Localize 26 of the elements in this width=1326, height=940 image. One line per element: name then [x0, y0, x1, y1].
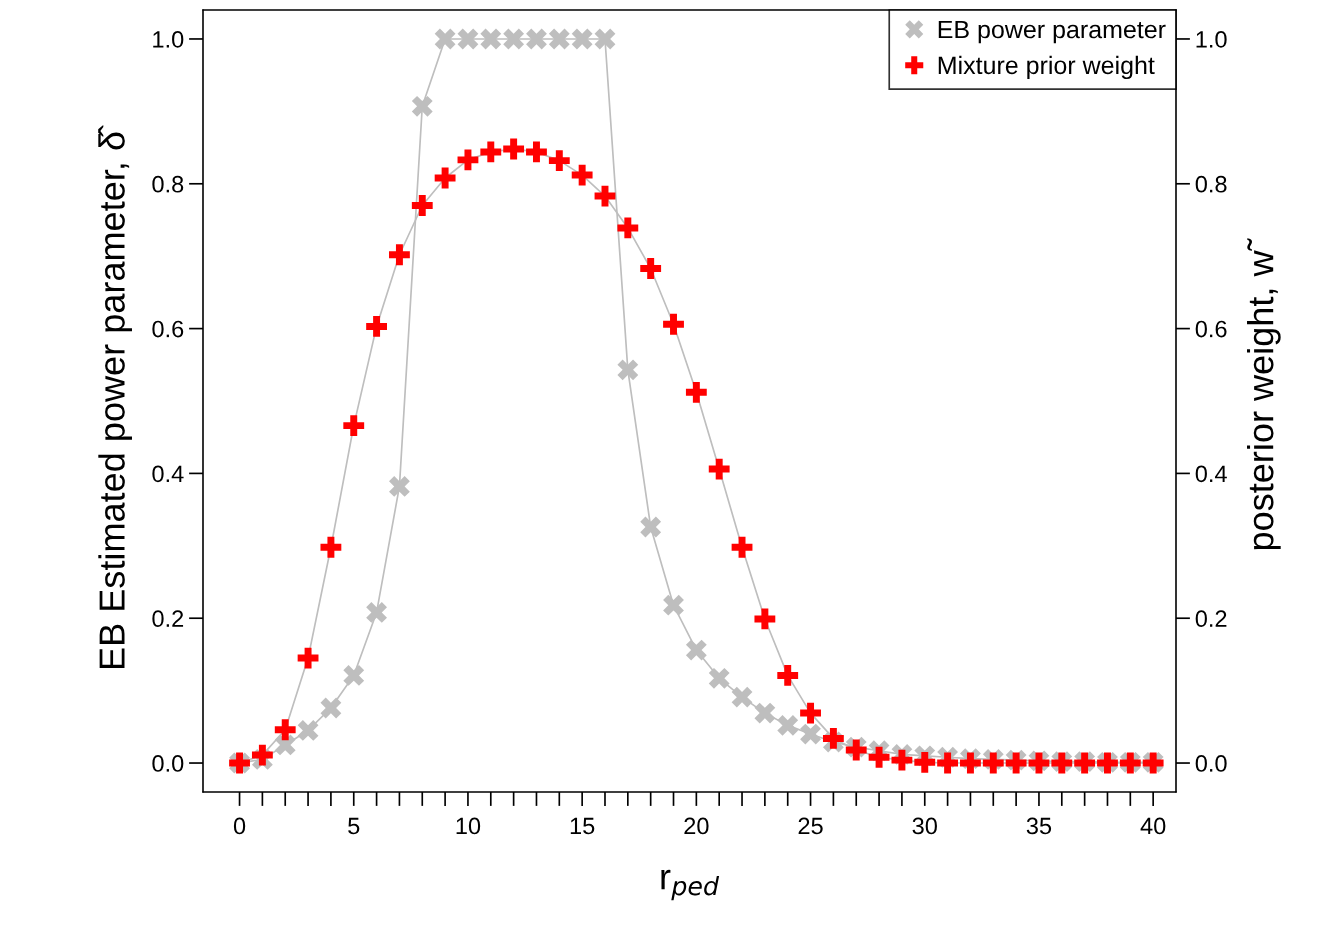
- y2-tick-label: 0.4: [1195, 465, 1227, 483]
- y2-axis-title: posterior weight, w̃: [1247, 238, 1281, 550]
- x-tick-label: 35: [1026, 817, 1052, 835]
- y2-tick-label: 1.0: [1196, 31, 1227, 48]
- x-tick-label: 25: [798, 817, 823, 835]
- x-tick-label: 20: [684, 817, 709, 835]
- y2-tick-label: 0.0: [1195, 755, 1227, 772]
- legend-label: EB power parameter: [938, 20, 1166, 44]
- x-tick-label: 5: [348, 817, 360, 835]
- y2-tick-label: 0.2: [1195, 610, 1227, 628]
- x-tick-label: 15: [570, 817, 595, 835]
- y2-tick-label: 0.6: [1195, 320, 1227, 338]
- y-tick-label: 0.2: [152, 610, 184, 628]
- y2-tick-label: 0.8: [1195, 175, 1227, 193]
- x-tick-label: 40: [1140, 817, 1166, 835]
- y-tick-label: 1.0: [153, 31, 184, 48]
- y-tick-label: 0.4: [152, 465, 184, 483]
- x-tick-label: 0: [233, 817, 246, 835]
- x-tick-label: 30: [912, 817, 937, 835]
- x-tick-label: 10: [456, 817, 481, 835]
- x-axis-title: r$_{ped}$: [661, 869, 720, 901]
- y-axis-title: EB Estimated power parameter, δ̂: [98, 125, 132, 668]
- y-tick-label: 0.8: [152, 175, 184, 193]
- legend-label: Mixture prior weight: [938, 55, 1155, 80]
- y-tick-label: 0.6: [152, 320, 184, 338]
- y-tick-label: 0.0: [152, 755, 184, 772]
